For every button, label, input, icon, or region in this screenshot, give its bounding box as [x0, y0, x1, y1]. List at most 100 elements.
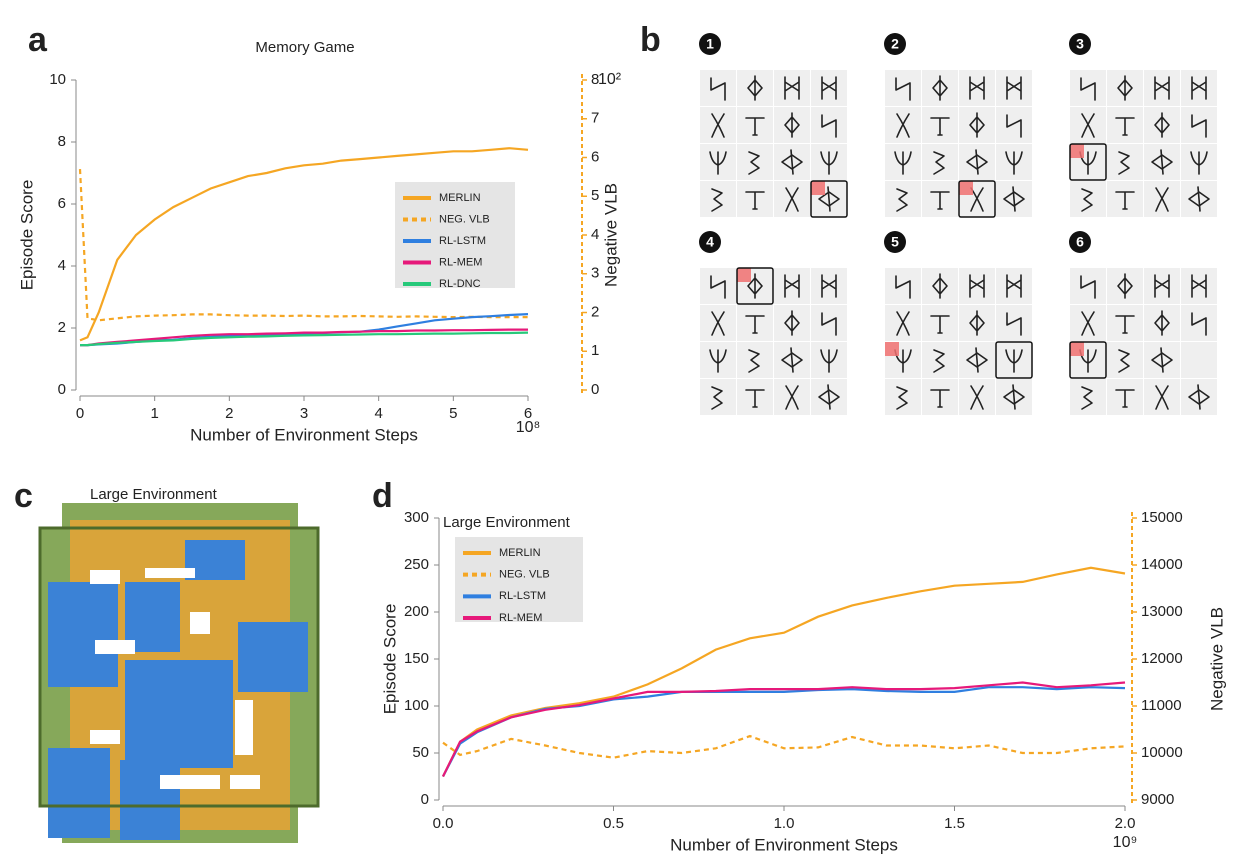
glyph	[1151, 347, 1173, 373]
glyph	[784, 112, 800, 138]
y-tick-label: 50	[412, 744, 429, 761]
glyph	[1154, 112, 1170, 138]
x-tick-label: 0.0	[433, 815, 454, 832]
glyph	[933, 349, 945, 373]
glyph	[966, 149, 988, 175]
step-number: 1	[706, 36, 714, 52]
glyph	[709, 349, 727, 373]
y-axis-label: Episode Score	[17, 180, 36, 291]
glyph	[969, 310, 985, 336]
card	[996, 107, 1032, 143]
legend-label: NEG. VLB	[439, 213, 490, 225]
glyph	[1151, 149, 1173, 175]
y2-tick-label: 10000	[1141, 744, 1183, 761]
glyph	[1081, 188, 1093, 212]
y2-tick-label: 3	[591, 265, 599, 282]
x-tick-label: 4	[374, 405, 382, 422]
glyph	[1154, 274, 1170, 298]
glyph	[1003, 186, 1025, 212]
glyph	[785, 187, 799, 212]
card	[959, 268, 995, 304]
legend-label: NEG. VLB	[499, 569, 550, 581]
glyph	[747, 75, 763, 101]
glyph	[1191, 76, 1207, 100]
glyph	[745, 117, 765, 136]
step-number: 5	[891, 234, 899, 250]
y-tick-label: 150	[404, 650, 429, 667]
glyph	[1115, 315, 1135, 334]
glyph	[895, 275, 911, 299]
glyph	[896, 311, 910, 336]
chart-title: Memory Game	[255, 39, 354, 56]
glyph	[821, 114, 837, 138]
glyph	[820, 151, 838, 175]
card	[811, 107, 847, 143]
glyph	[1080, 275, 1096, 299]
memory-steps: 1 2 3 4 5 6	[699, 33, 1217, 415]
x-tick-label: 6	[524, 405, 532, 422]
glyph	[747, 273, 763, 299]
glyph	[1155, 187, 1169, 212]
glyph	[821, 312, 837, 336]
card	[700, 181, 736, 217]
x-tick-label: 5	[449, 405, 457, 422]
x-tick-label: 0	[76, 405, 84, 422]
glyph	[821, 274, 837, 298]
glyph	[1154, 76, 1170, 100]
card	[996, 70, 1032, 106]
glyph	[932, 273, 948, 299]
glyph	[969, 112, 985, 138]
step-number: 6	[1076, 234, 1084, 250]
card	[1144, 268, 1180, 304]
glyph	[932, 75, 948, 101]
step-number: 4	[706, 234, 714, 250]
map-title: Large Environment	[90, 486, 218, 503]
glyph	[818, 186, 840, 212]
glyph	[709, 151, 727, 175]
x-tick-label: 3	[300, 405, 308, 422]
card	[1181, 70, 1217, 106]
y-tick-label: 6	[58, 195, 66, 212]
card	[885, 181, 921, 217]
card	[811, 70, 847, 106]
card	[996, 305, 1032, 341]
step-number: 2	[891, 36, 899, 52]
glyph	[969, 76, 985, 100]
y2-tick-label: 2	[591, 303, 599, 320]
series-line	[78, 169, 528, 322]
glyph	[933, 151, 945, 175]
legend-label: RL-DNC	[439, 278, 481, 290]
card	[1070, 379, 1106, 415]
glyph	[1080, 77, 1096, 101]
glyph	[745, 191, 765, 210]
series-line	[442, 686, 1126, 778]
card	[1070, 70, 1106, 106]
glyph	[930, 315, 950, 334]
y2-axis-label: Negative VLB	[1207, 607, 1226, 711]
card	[922, 342, 958, 378]
glyph	[748, 349, 760, 373]
glyph	[930, 191, 950, 210]
step-badge	[884, 33, 906, 55]
glyph	[1003, 384, 1025, 410]
card	[737, 144, 773, 180]
glyph	[1191, 312, 1207, 336]
glyph	[784, 274, 800, 298]
glyph	[711, 188, 723, 212]
y2-tick-label: 8	[591, 71, 599, 88]
y2-tick-label: 4	[591, 226, 599, 243]
step-badge	[699, 231, 721, 253]
glyph	[745, 315, 765, 334]
legend-label: MERLIN	[439, 192, 481, 204]
glyph	[895, 77, 911, 101]
glyph	[1191, 114, 1207, 138]
panel-label: d	[372, 477, 393, 515]
glyph	[896, 386, 908, 410]
glyph	[969, 274, 985, 298]
glyph	[1006, 312, 1022, 336]
glyph	[1155, 385, 1169, 410]
panel-label: b	[640, 21, 661, 59]
y2-tick-label: 15000	[1141, 509, 1183, 526]
x-tick-label: 1	[150, 405, 158, 422]
